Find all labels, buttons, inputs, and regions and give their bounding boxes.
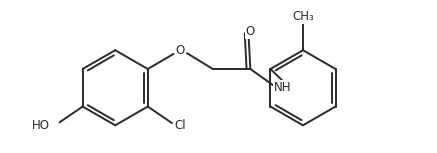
Text: O: O — [176, 44, 185, 57]
Text: NH: NH — [274, 81, 291, 94]
Text: HO: HO — [32, 119, 50, 132]
Text: CH₃: CH₃ — [292, 10, 314, 23]
Text: O: O — [246, 25, 255, 38]
Text: Cl: Cl — [174, 119, 186, 132]
